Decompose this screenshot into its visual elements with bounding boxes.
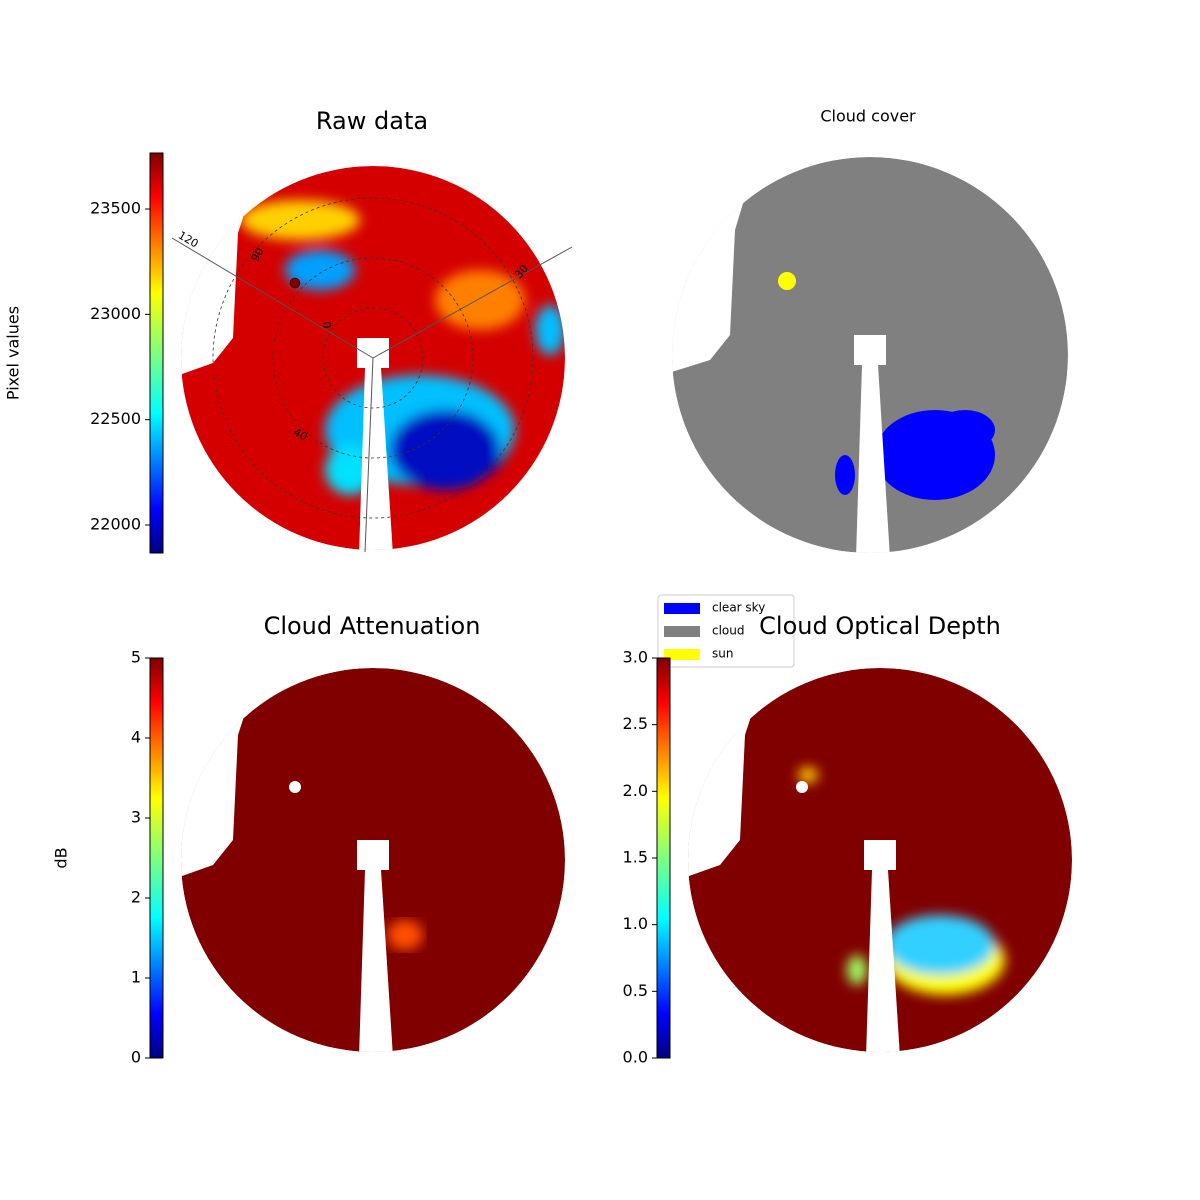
panel-title: Cloud Attenuation: [264, 612, 481, 640]
polar-label: 40: [291, 425, 310, 443]
sun-mask: [796, 781, 808, 793]
colorbar-tick-label: 23500: [90, 199, 141, 218]
panel-title: Cloud cover: [820, 107, 916, 126]
colorbar-tick-label: 2.0: [623, 781, 648, 800]
polar-label: 0: [319, 320, 333, 329]
legend-swatch: [664, 649, 700, 660]
colorbar-label: Pixel values: [4, 306, 23, 400]
sun-marker: [289, 277, 301, 289]
colorbar-tick-label: 22000: [90, 514, 141, 533]
colorbar-tick-label: 2: [131, 888, 141, 907]
camera-arm-top: [357, 840, 389, 870]
colorbar-tick-label: 3: [131, 808, 141, 827]
sky-feature: [535, 305, 565, 355]
sky-feature: [240, 200, 360, 240]
colorbar-tick-label: 1: [131, 968, 141, 987]
sun-mask: [289, 781, 301, 793]
colorbar-tick-label: 0: [131, 1048, 141, 1067]
colorbar-tick-label: 2.5: [623, 714, 648, 733]
sky-feature: [390, 410, 500, 490]
sun-marker: [778, 272, 796, 290]
colorbar: [149, 657, 164, 1059]
sky-features: [387, 920, 423, 950]
camera-arm: [866, 870, 900, 1052]
legend-swatch: [664, 603, 700, 614]
colorbar: [656, 657, 671, 1059]
sky-feature: [387, 920, 423, 950]
sky-feature: [847, 955, 867, 985]
colorbar-tick-label: 3.0: [623, 648, 648, 667]
colorbar-label: dB: [52, 847, 71, 868]
sky-feature: [435, 270, 525, 330]
camera-arm-top: [854, 335, 886, 365]
camera-arm: [359, 870, 393, 1052]
polar-grid: [272, 257, 474, 459]
sky-image: [181, 668, 565, 1052]
polar-axis: [372, 246, 573, 359]
colorbar-tick-label: 5: [131, 648, 141, 667]
colorbar-tick-label: 22500: [90, 409, 141, 428]
colorbar-tick-label: 23000: [90, 304, 141, 323]
legend-label: clear sky: [712, 601, 765, 615]
sky-image: [688, 668, 1072, 1052]
legend-swatch: [664, 626, 700, 637]
panel-title: Cloud Optical Depth: [759, 612, 1001, 640]
colorbar-tick-label: 1.5: [623, 848, 648, 867]
sky-features: [835, 410, 995, 500]
sky-features: [798, 767, 1005, 995]
colorbar-tick-label: 0.0: [623, 1048, 648, 1067]
legend-label: sun: [712, 647, 733, 661]
sky-feature: [798, 767, 818, 783]
legend: clear sky cloud sun: [657, 594, 795, 668]
legend-label: cloud: [712, 624, 745, 638]
sky-feature: [835, 455, 855, 495]
camera-arm: [359, 368, 393, 550]
colorbar: [149, 152, 164, 554]
polar-axis: [364, 357, 374, 553]
camera-arm-top: [864, 840, 896, 870]
colorbar-tick-label: 1.0: [623, 914, 648, 933]
panel-title: Raw data: [316, 107, 428, 135]
sky-feature: [885, 915, 995, 975]
polar-grid: [212, 197, 534, 519]
colorbar-tick-label: 4: [131, 728, 141, 747]
camera-arm: [856, 365, 890, 553]
polar-axis: [171, 237, 374, 359]
colorbar-tick-label: 0.5: [623, 981, 648, 1000]
sky-feature: [935, 410, 995, 450]
sky-feature: [285, 250, 355, 290]
polar-grid: [322, 307, 424, 409]
sky-image: [672, 157, 1068, 553]
polar-label: 90: [248, 245, 266, 264]
